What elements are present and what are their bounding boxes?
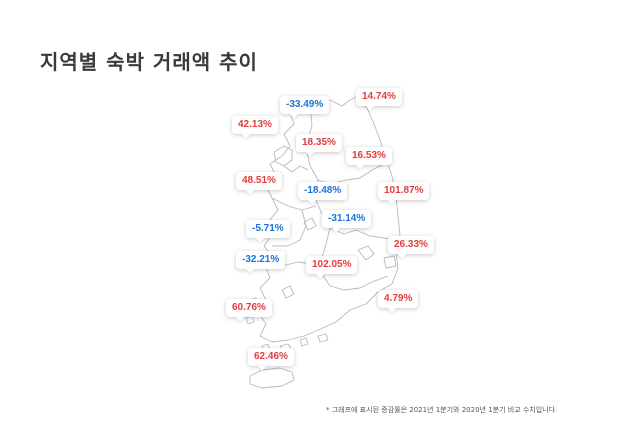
- rate-value: 102.05%: [312, 259, 352, 270]
- region-rate-callout: 4.79%: [378, 290, 419, 308]
- rate-value: 101.87%: [384, 185, 424, 196]
- region-rate-callout: 102.05%: [306, 256, 358, 274]
- rate-value: -32.21%: [242, 254, 280, 265]
- rate-value: 14.74%: [362, 91, 396, 102]
- region-rate-callout: 16.53%: [346, 147, 392, 165]
- rate-value: -18.48%: [304, 185, 342, 196]
- rate-value: 48.51%: [242, 175, 276, 186]
- jeju-outline: [249, 367, 295, 389]
- rate-value: 4.79%: [384, 293, 413, 304]
- region-rate-callout: -31.14%: [322, 210, 372, 228]
- region-rate-callout: -5.71%: [246, 220, 290, 238]
- rate-value: -5.71%: [252, 223, 284, 234]
- footnote: * 그래프에 표시된 증감률은 2021년 1분기와 2020년 1분기 비교 …: [326, 406, 558, 414]
- rate-value: 18.35%: [302, 137, 336, 148]
- rate-value: 16.53%: [352, 150, 386, 161]
- region-rate-callout: 18.35%: [296, 134, 342, 152]
- region-rate-callout: 101.87%: [378, 182, 430, 200]
- capital-area: [273, 145, 293, 167]
- region-rate-callout: 26.33%: [388, 236, 434, 254]
- region-rate-callout: 62.46%: [248, 348, 294, 366]
- region-rate-callout: -18.48%: [298, 182, 348, 200]
- rate-value: 42.13%: [238, 119, 272, 130]
- region-rate-callout: 14.74%: [356, 88, 402, 106]
- region-rate-callout: 60.76%: [226, 299, 272, 317]
- rate-value: -33.49%: [286, 99, 324, 110]
- region-rate-callout: -32.21%: [236, 251, 286, 269]
- rate-value: 26.33%: [394, 239, 428, 250]
- page-title: 지역별 숙박 거래액 추이: [40, 50, 258, 74]
- region-rate-callout: -33.49%: [280, 96, 330, 114]
- rate-value: 60.76%: [232, 302, 266, 313]
- region-rate-callout: 42.13%: [232, 116, 278, 134]
- region-rate-callout: 48.51%: [236, 172, 282, 190]
- rate-value: 62.46%: [254, 351, 288, 362]
- rate-value: -31.14%: [328, 213, 366, 224]
